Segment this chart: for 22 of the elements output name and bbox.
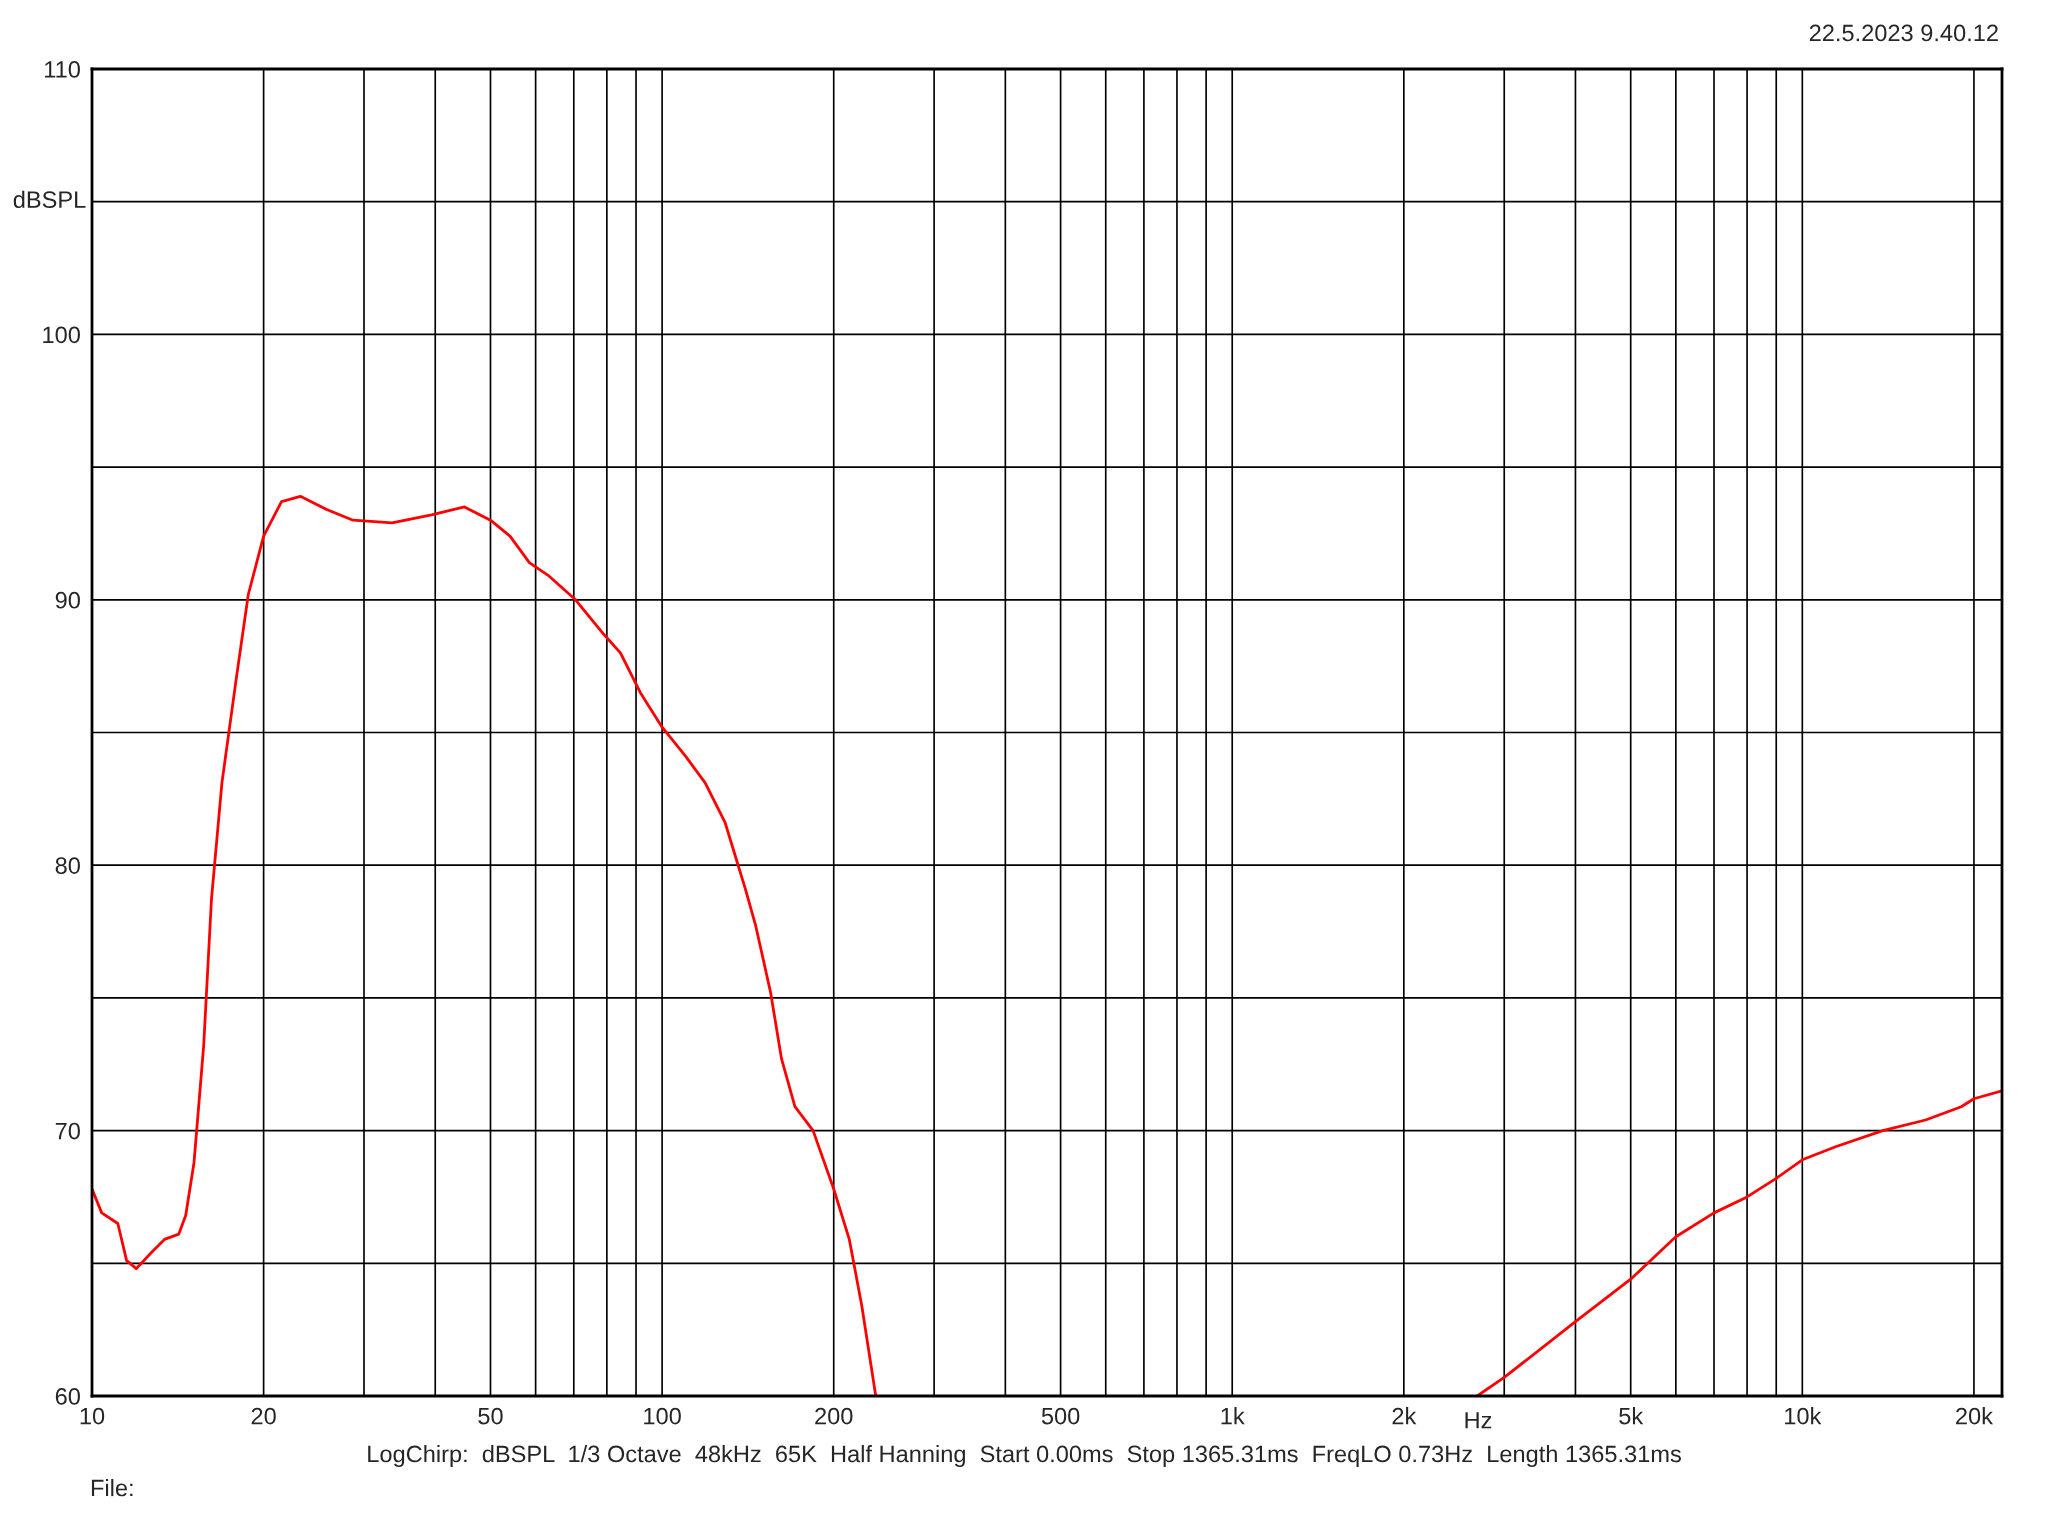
x-tick-label: 5k <box>1619 1407 1644 1425</box>
x-tick-label: 100 <box>644 1407 681 1425</box>
text: File: <box>91 1478 133 1497</box>
text: 22.5.2023 9.40.12 <box>1809 24 1998 42</box>
x-tick-label: 500 <box>1041 1407 1080 1425</box>
x-axis-title: Hz <box>1465 1412 1492 1429</box>
text: LogChirp: dBSPL 1/3 Octave 48kHz 65K Half Hanning Start 0.00ms Stop 1365.31ms FreqLO 0.73Hz Length 1365.31ms <box>368 1444 1681 1467</box>
x-tick-label: 20k <box>1956 1407 1994 1425</box>
y-tick-label: 80 <box>55 857 80 874</box>
y-axis-title: dBSPL <box>13 190 86 209</box>
x-tick-label: 200 <box>815 1407 853 1425</box>
y-tick-label: 60 <box>55 1388 80 1405</box>
x-tick-label: 10k <box>1785 1407 1822 1425</box>
x-tick-label: 2k <box>1392 1407 1417 1425</box>
x-tick-label: 20 <box>251 1407 276 1425</box>
x-tick-label: 50 <box>478 1407 503 1425</box>
x-tick-label: 10 <box>80 1407 105 1425</box>
y-tick-label: 70 <box>55 1122 80 1140</box>
y-tick-label: 90 <box>55 591 80 609</box>
y-tick-label: 100 <box>43 326 80 344</box>
y-tick-label: 110 <box>45 61 80 78</box>
x-tick-label: 1k <box>1221 1407 1245 1425</box>
